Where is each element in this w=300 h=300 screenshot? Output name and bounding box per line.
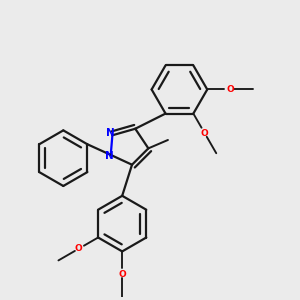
Text: O: O [74, 244, 82, 253]
Text: O: O [201, 129, 209, 138]
Text: O: O [118, 270, 126, 279]
Text: O: O [226, 85, 234, 94]
Text: N: N [106, 128, 115, 138]
Text: N: N [105, 151, 113, 160]
